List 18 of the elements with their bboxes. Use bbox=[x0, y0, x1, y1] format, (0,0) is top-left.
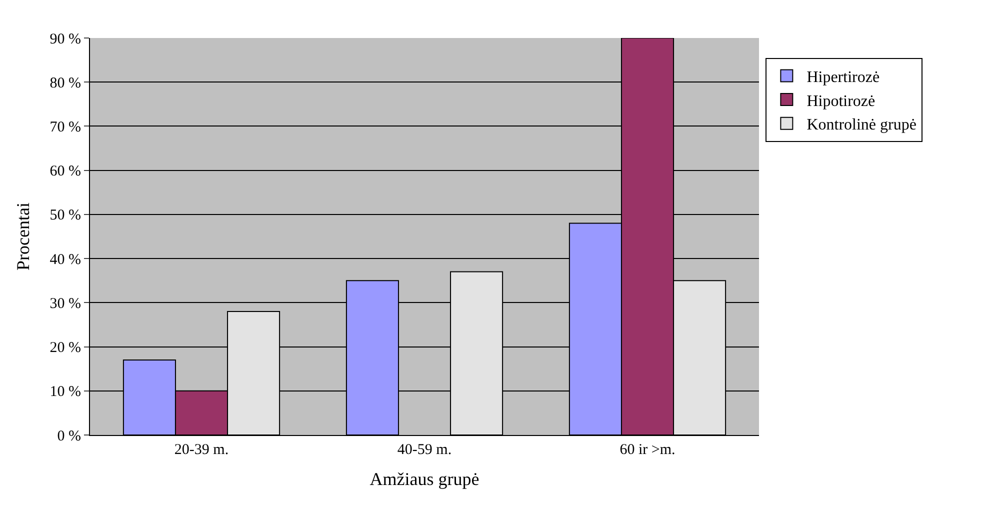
y-tick-label: 50 % bbox=[50, 208, 81, 224]
y-tick-label: 40 % bbox=[50, 252, 81, 268]
y-tick-label: 70 % bbox=[50, 119, 81, 136]
legend-label: Hipotirozė bbox=[806, 92, 876, 110]
x-tick-label: 20-39 m. bbox=[174, 442, 229, 458]
x-tick-label: 60 ir >m. bbox=[620, 442, 676, 458]
y-axis-title: Procentai bbox=[12, 202, 33, 270]
x-axis-title: Amžiaus grupė bbox=[370, 469, 480, 490]
y-tick-label: 60 % bbox=[50, 164, 81, 180]
x-tick-label: 40-59 m. bbox=[397, 442, 452, 458]
y-tick-label: 20 % bbox=[50, 340, 81, 356]
legend-label: Hipertirozė bbox=[806, 68, 880, 86]
y-tick-label: 30 % bbox=[50, 296, 81, 312]
y-tick-label: 80 % bbox=[50, 75, 81, 92]
y-tick-label: 10 % bbox=[50, 384, 81, 400]
y-tick-label: 90 % bbox=[50, 31, 81, 48]
y-tick-label: 0 % bbox=[57, 428, 81, 444]
legend-label: Kontrolinė grupė bbox=[806, 116, 916, 134]
